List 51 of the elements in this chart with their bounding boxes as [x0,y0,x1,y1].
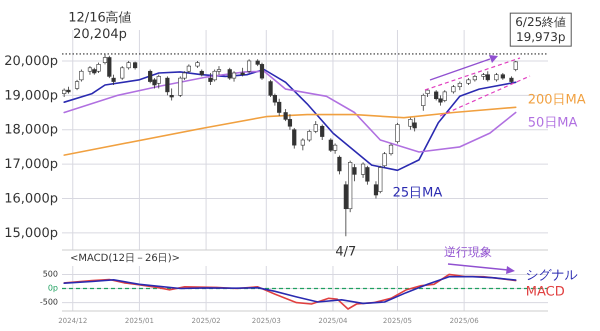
series-label: 25日MA [392,184,442,200]
line-series [63,106,516,156]
candlestick [388,143,394,156]
candlestick [438,94,443,106]
candlestick [228,67,232,80]
candlestick [96,62,101,74]
candlestick [292,128,296,149]
y-tick-label: 19,000p [4,88,58,103]
candlestick [442,90,447,103]
annotation: 12/16高値 20,204p [68,9,132,42]
candlestick [514,60,518,72]
candlestick [288,114,292,130]
line-series [63,70,516,153]
y-tick-label: 18,000p [4,122,58,138]
annotation: 逆行現象 [444,245,492,260]
y-tick-label: 15,000p [4,225,58,240]
y-tick-label: 20,000p [4,53,58,68]
candlestick [360,162,366,178]
candlestick [232,70,236,82]
candlestick [79,69,84,82]
candlestick [314,120,318,134]
candlestick [395,122,400,144]
series-label: MACD [526,284,565,300]
candlestick [156,74,161,89]
candlestick [300,138,305,151]
candlestick [260,62,264,80]
candlestick [320,124,324,140]
series-label: シグナル [526,268,578,283]
line-series [63,274,516,310]
candlestick [246,58,252,74]
series-label: 50日MA [528,115,578,130]
candlestick [328,138,333,152]
candlestick [337,155,342,175]
candlestick [486,70,490,82]
candlestick [365,165,370,186]
y-tick-label: 500 [42,270,58,279]
y-tick-label: 16,000p [4,190,58,206]
y-tick-label: 17,000p [4,156,58,172]
series-label: 200日MA [528,92,586,107]
candlestick [74,79,80,91]
line-series [63,68,516,172]
line-series [63,276,516,304]
candlestick [307,129,312,142]
candlestick [212,69,217,82]
candlestick [421,93,426,112]
candlestick [120,66,124,80]
chart-title: <MACD(12日－26日)> [70,252,180,264]
y-tick-label: 0p [48,284,58,293]
y-tick-label: -500 [40,298,58,307]
annotation: 6/25終値 19,973p [515,15,566,44]
annotation: 4/7 [335,244,356,259]
